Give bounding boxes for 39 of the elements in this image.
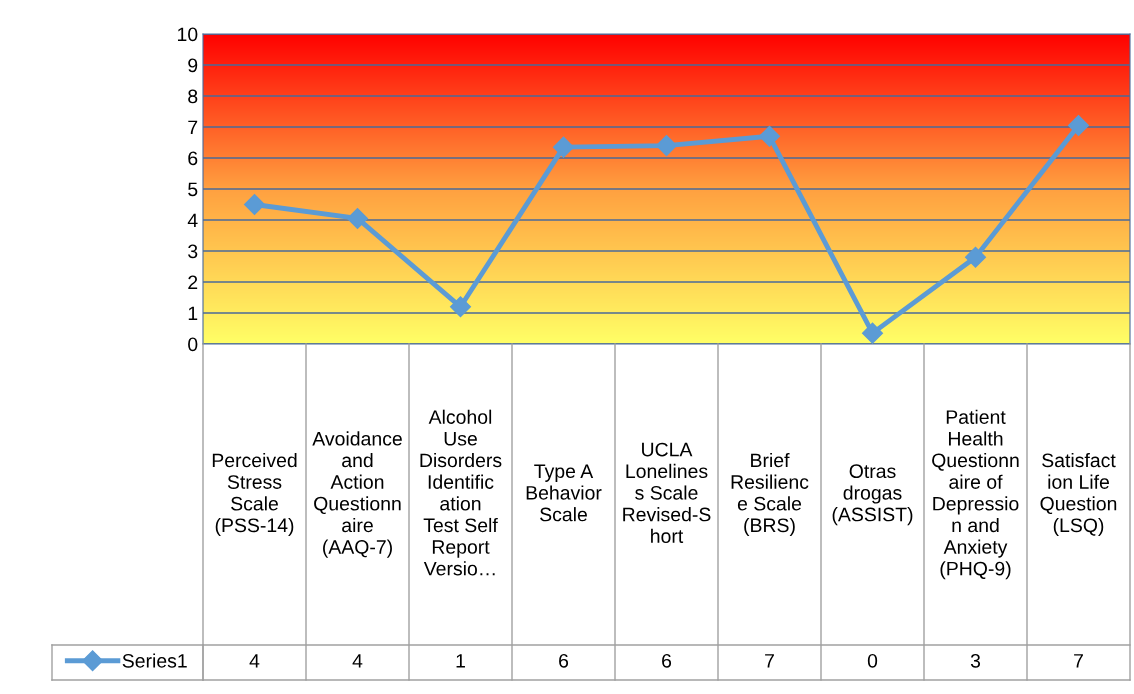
- point: [861, 322, 884, 344]
- data-label: 4: [352, 654, 363, 668]
- data-label: 1: [456, 654, 465, 668]
- y-tick-label: 3: [188, 244, 198, 259]
- point: [243, 193, 266, 216]
- y-tick-label: 8: [188, 89, 198, 104]
- data-label: 6: [559, 653, 569, 668]
- data-label: 4: [249, 654, 260, 668]
- x-tick-label: Alcohol Use Disorders Identification Test Self Report Versio…: [420, 409, 502, 576]
- point: [655, 135, 678, 157]
- data-label: 3: [970, 653, 981, 668]
- y-tick-label: 6: [188, 151, 198, 166]
- data-label: 7: [1074, 654, 1083, 668]
- y-tick-label: 1: [188, 306, 198, 321]
- y-tick-label: 7: [188, 120, 198, 135]
- point: [449, 296, 472, 318]
- x-tick-label: Satisfaction Life Question (LSQ): [1040, 452, 1117, 537]
- x-tick-label: Patient Health Questionnaire of Depression and Anxiety (PHQ-9): [932, 409, 1019, 580]
- x-tick-label: Perceived Stress Scale (PSS-14): [212, 452, 297, 537]
- point: [552, 136, 575, 158]
- point: [758, 125, 781, 147]
- x-tick-label: Otras drogas (ASSIST): [832, 464, 913, 526]
- data-label: 6: [662, 653, 672, 668]
- y-tick-label: 2: [188, 275, 198, 290]
- y-tick-label: 10: [178, 27, 198, 42]
- x-tick-label: UCLA Loneliness Scale Revised-Short: [623, 442, 711, 544]
- legend-label: Series1: [122, 653, 187, 668]
- y-tick-label: 9: [188, 58, 198, 73]
- point: [1067, 114, 1090, 136]
- y-tick-label: 0: [188, 337, 198, 352]
- y-tick-label: 5: [188, 182, 198, 197]
- x-tick-label: Type A Behavior Scale: [526, 464, 602, 522]
- x-tick-label: Brief Resilience Scale (BRS): [731, 452, 809, 537]
- y-tick-label: 4: [187, 213, 198, 228]
- x-tick-label: Avoidance and Action Questionnaire (AAQ-7): [312, 431, 402, 558]
- data-label: 0: [867, 653, 878, 668]
- point: [964, 246, 987, 268]
- point: [346, 207, 369, 229]
- data-label: 7: [765, 654, 774, 668]
